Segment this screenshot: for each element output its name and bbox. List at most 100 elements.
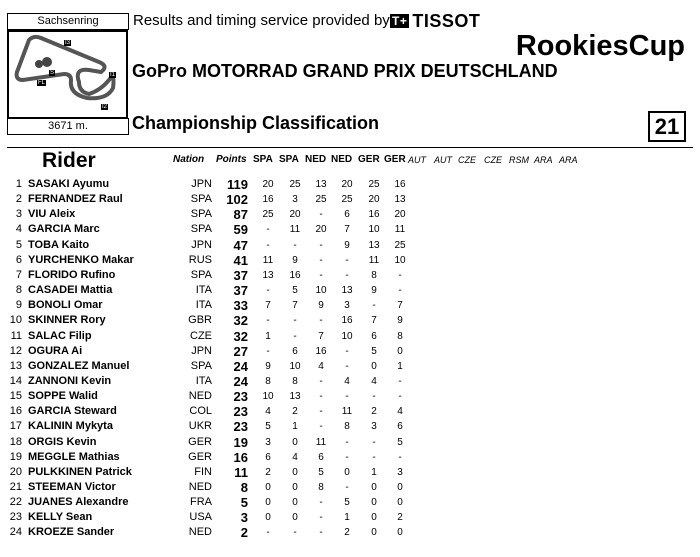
race-points: 20 xyxy=(341,179,353,190)
race-points: - xyxy=(345,451,349,463)
race-header: CZE xyxy=(484,155,502,165)
table-row: 24 KROEZE Sander NED 2 - - - 2 0 0 xyxy=(0,525,700,540)
map-label-i3: I3 xyxy=(64,40,72,46)
nation: UKR xyxy=(188,420,212,433)
race-points: 2 xyxy=(344,527,350,539)
nation: USA xyxy=(189,511,212,524)
race-points: 6 xyxy=(397,421,403,433)
race-points: - xyxy=(398,451,402,463)
race-points: 25 xyxy=(289,179,301,190)
race-points: - xyxy=(398,375,402,387)
race-points: 4 xyxy=(265,406,271,418)
rider-name: ORGIS Kevin xyxy=(28,435,97,448)
position: 10 xyxy=(9,314,22,327)
race-header: ARA xyxy=(559,155,578,165)
race-points: 9 xyxy=(371,285,377,297)
race-points: 0 xyxy=(371,497,377,509)
nation: GER xyxy=(188,435,212,448)
table-row: 20 PULKKINEN Patrick FIN 11 2 0 5 0 1 3 xyxy=(0,465,700,480)
points: 119 xyxy=(227,177,248,192)
race-points: - xyxy=(319,421,323,433)
page-title: Championship Classification xyxy=(132,113,380,133)
circuit-name: Sachsenring xyxy=(7,13,129,30)
race-points: 6 xyxy=(344,209,350,221)
race-points: - xyxy=(319,375,323,387)
race-points: 20 xyxy=(289,209,301,221)
race-points: 10 xyxy=(394,254,406,266)
points: 5 xyxy=(240,495,248,511)
race-points: 5 xyxy=(292,285,298,297)
position: 8 xyxy=(15,284,22,297)
race-points: - xyxy=(319,254,323,266)
position: 1 xyxy=(15,178,22,190)
rider-name: ZANNONI Kevin xyxy=(28,374,112,387)
race-points: 7 xyxy=(397,300,403,312)
race-points: 9 xyxy=(318,300,324,312)
race-points: - xyxy=(345,436,349,448)
race-points: 3 xyxy=(397,466,403,478)
race-points: 4 xyxy=(292,451,298,463)
race-points: 0 xyxy=(292,482,298,493)
table-row: 1 SASAKI Ayumu JPN 119 20 25 13 20 25 16 xyxy=(0,177,700,192)
race-points: 25 xyxy=(394,239,406,251)
race-points: 7 xyxy=(292,300,298,312)
nation: COL xyxy=(189,405,212,418)
position: 22 xyxy=(9,496,22,509)
table-row: 6 YURCHENKO Makar RUS 41 11 9 - - 11 10 xyxy=(0,253,700,268)
race-points: 11 xyxy=(289,224,301,236)
race-points: 1 xyxy=(265,330,271,342)
position: 19 xyxy=(9,450,22,463)
table-row: 16 GARCIA Steward COL 23 4 2 - 11 2 4 xyxy=(0,404,700,419)
race-points: 8 xyxy=(318,482,324,493)
race-points: 10 xyxy=(289,360,301,372)
rider-name: GARCIA Steward xyxy=(28,405,117,418)
race-points: 4 xyxy=(371,375,377,387)
race-points: 25 xyxy=(368,179,380,190)
race-points: 8 xyxy=(292,375,298,387)
track-map-icon xyxy=(14,34,116,101)
race-points: - xyxy=(372,391,376,403)
race-points: - xyxy=(266,315,270,327)
provided-by-text: Results and timing service provided by xyxy=(133,12,390,29)
table-row: 7 FLORIDO Rufino SPA 37 13 16 - - 8 - xyxy=(0,268,700,283)
race-points: 10 xyxy=(315,285,327,297)
page-number: 21 xyxy=(648,111,686,142)
race-points: 20 xyxy=(315,224,327,236)
race-points: 5 xyxy=(318,466,324,478)
table-row: 3 VIU Aleix SPA 87 25 20 - 6 16 20 xyxy=(0,207,700,222)
race-points: 16 xyxy=(394,179,406,190)
table-row: 14 ZANNONI Kevin ITA 24 8 8 - 4 4 - xyxy=(0,374,700,389)
race-points: - xyxy=(266,224,270,236)
race-points: 5 xyxy=(371,345,377,357)
race-points: 1 xyxy=(292,421,298,433)
race-points: - xyxy=(266,239,270,251)
race-points: 6 xyxy=(265,451,271,463)
race-points: 11 xyxy=(394,224,406,236)
rider-name: TOBA Kaito xyxy=(28,238,90,251)
table-row: 23 KELLY Sean USA 3 0 0 - 1 0 2 xyxy=(0,510,700,525)
points: 3 xyxy=(240,510,248,526)
rider-name: SKINNER Rory xyxy=(28,314,106,327)
table-row: 4 GARCIA Marc SPA 59 - 11 20 7 10 11 xyxy=(0,222,700,237)
points: 102 xyxy=(226,192,248,208)
table-row: 21 STEEMAN Victor NED 8 0 0 8 - 0 0 xyxy=(0,480,700,495)
table-row: 8 CASADEI Mattia ITA 37 - 5 10 13 9 - xyxy=(0,283,700,298)
race-points: 11 xyxy=(341,406,353,418)
rider-name: SALAC Filip xyxy=(28,329,92,342)
race-points: 0 xyxy=(265,482,271,493)
points: 33 xyxy=(233,298,248,314)
race-points: 0 xyxy=(292,497,298,509)
race-points: - xyxy=(372,300,376,312)
position: 14 xyxy=(9,374,22,387)
map-label-i1: I1 xyxy=(109,72,117,78)
points: 23 xyxy=(233,404,248,420)
nation: NED xyxy=(188,526,212,539)
race-points: 0 xyxy=(371,482,377,493)
table-row: 2 FERNANDEZ Raul SPA 102 16 3 25 25 20 13 xyxy=(0,192,700,207)
race-points: - xyxy=(319,406,323,418)
points: 37 xyxy=(233,267,248,283)
race-points: 3 xyxy=(265,436,271,448)
race-points: - xyxy=(319,239,323,251)
divider xyxy=(7,147,693,148)
